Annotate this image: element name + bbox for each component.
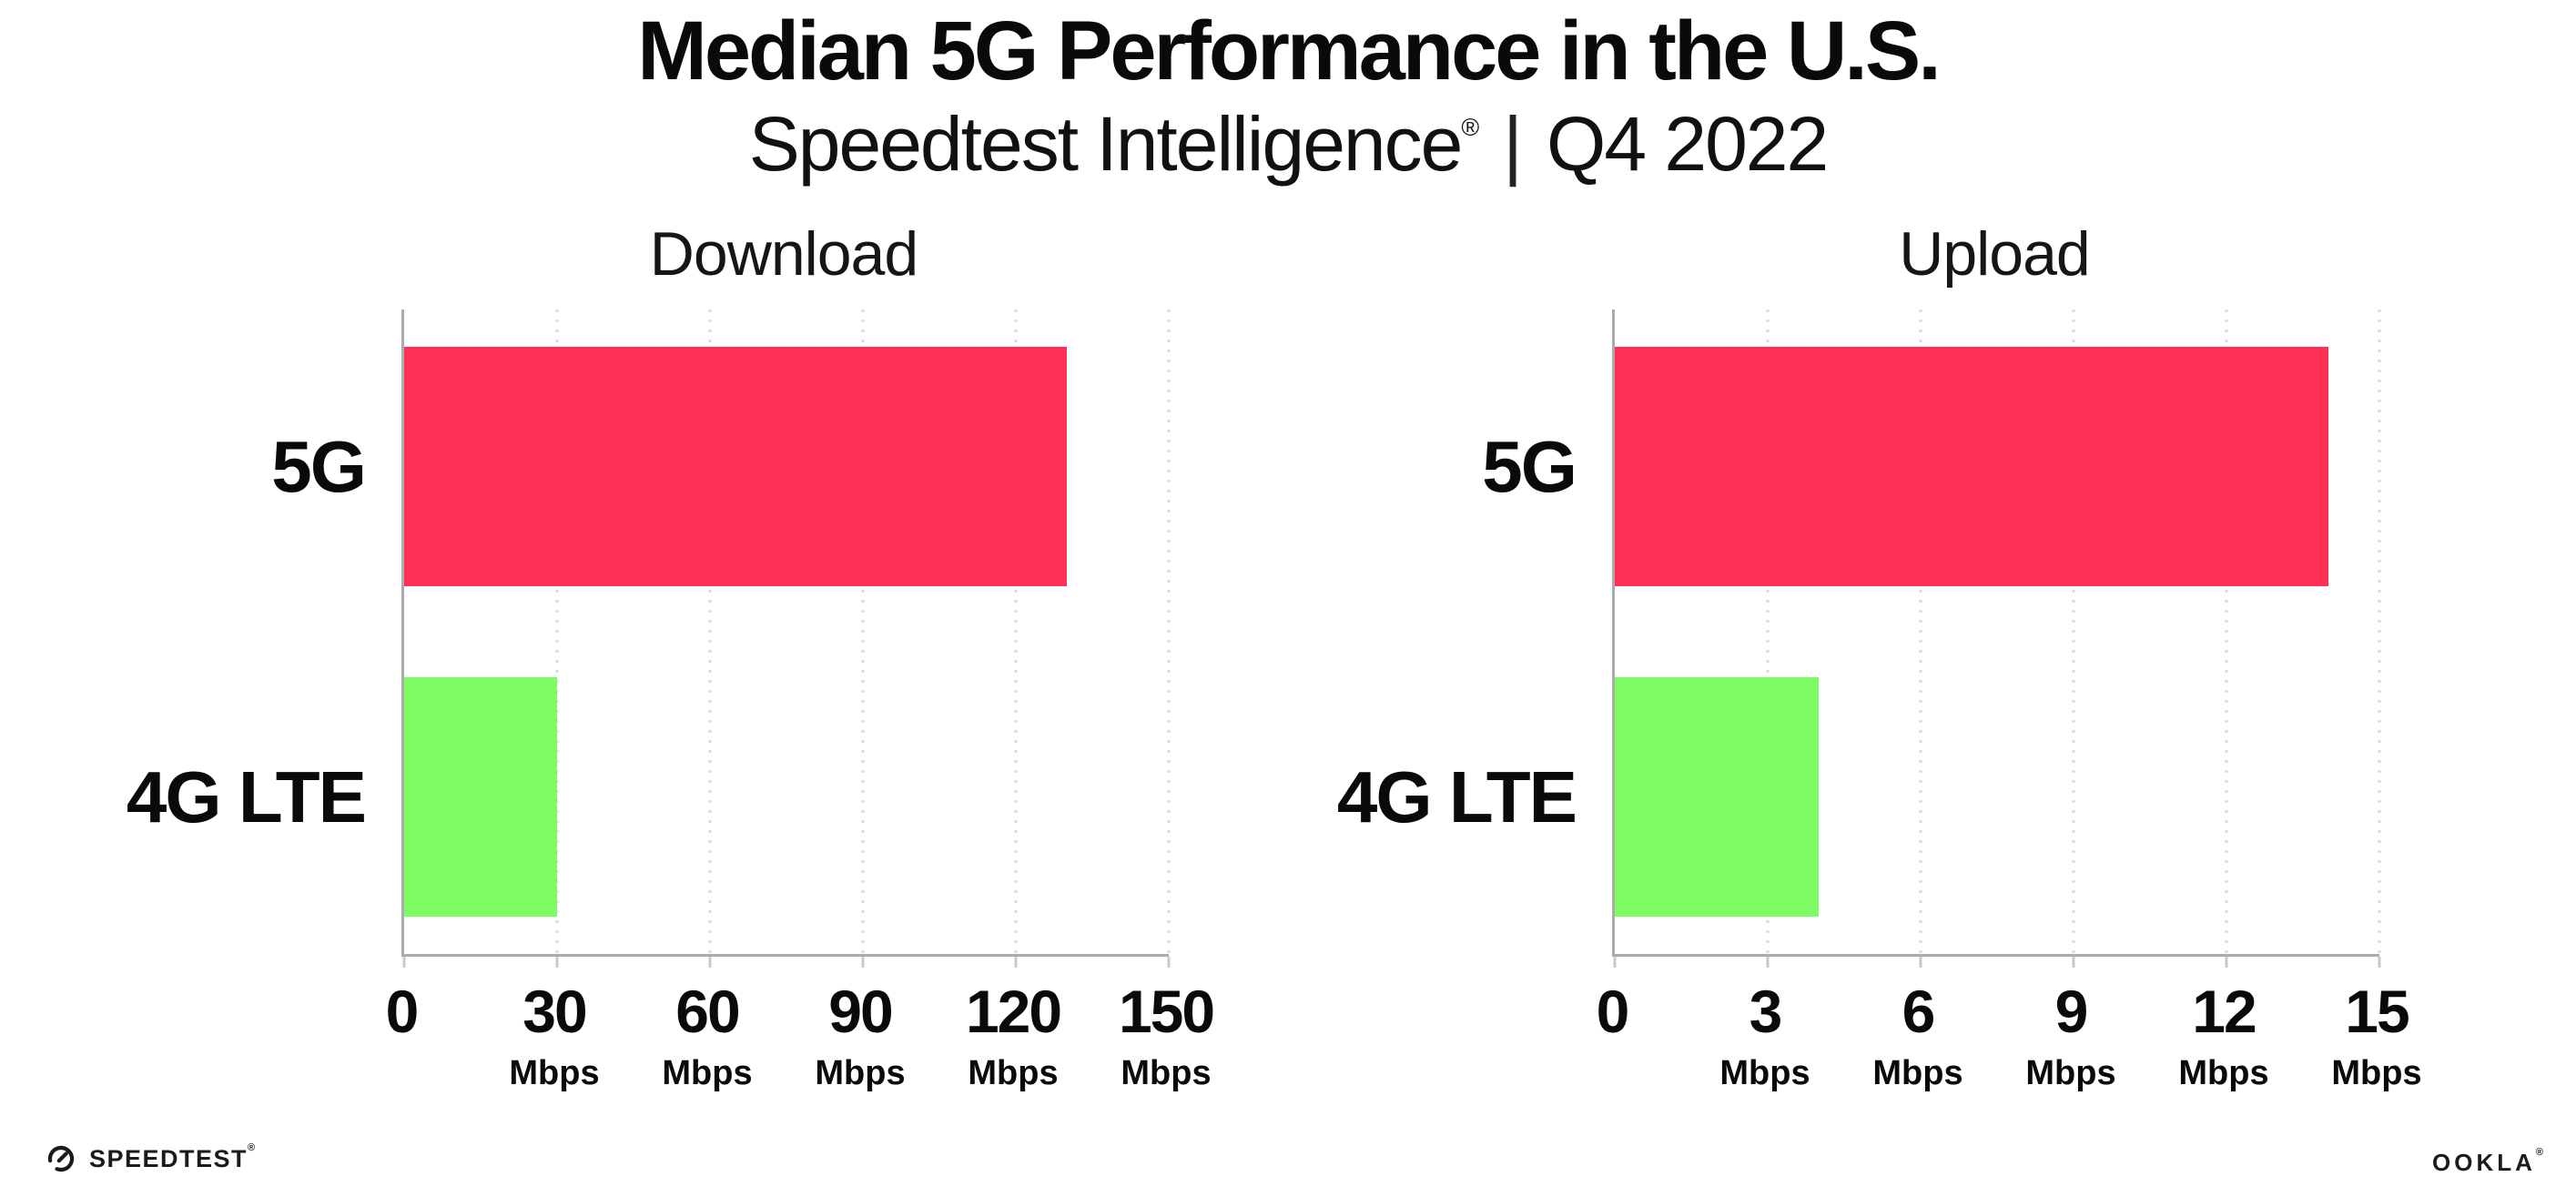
axis-tick (708, 957, 712, 968)
upload-chart-title: Upload (1899, 219, 2091, 289)
ookla-logo: OOKLA® (2432, 1146, 2547, 1177)
tick-value: 0 (1596, 978, 1630, 1045)
x-tick-label: 9 Mbps (2025, 981, 2115, 1090)
axis-tick (402, 957, 406, 968)
tick-value: 0 (385, 978, 420, 1045)
gridline (1919, 309, 1922, 954)
tick-value: 90 (828, 978, 893, 1045)
tick-unit: Mbps (1121, 1054, 1212, 1092)
speedtest-wordmark: SPEEDTEST® (89, 1141, 257, 1172)
ookla-wordmark: OOKLA (2432, 1149, 2536, 1176)
tick-unit: Mbps (1872, 1054, 1963, 1092)
upload-chart: Upload 5G 4G LTE 0 3 Mbps (1337, 218, 2422, 1092)
tick-value: 9 (2054, 978, 2089, 1045)
upload-5g-bar (1615, 347, 2328, 586)
download-chart-title: Download (649, 219, 918, 289)
upload-plot-area (1612, 309, 2381, 968)
x-tick-label: 3 Mbps (1719, 981, 1810, 1090)
tick-value: 12 (2192, 978, 2257, 1045)
download-5g-bar (404, 347, 1067, 586)
gridline (1167, 309, 1171, 954)
speedtest-gauge-icon (46, 1143, 76, 1174)
x-tick-label: 30 Mbps (509, 981, 599, 1090)
upload-4g-lte-bar (1615, 677, 1819, 917)
download-4g-lte-bar (404, 677, 557, 917)
category-label-5g: 5G (271, 426, 367, 507)
tick-unit: Mbps (1719, 1054, 1810, 1092)
axis-tick (1167, 957, 1171, 968)
x-tick-label: 6 Mbps (1872, 981, 1962, 1090)
category-label-5g: 5G (1482, 426, 1577, 507)
axis-tick (1014, 957, 1018, 968)
tick-unit: Mbps (509, 1054, 600, 1092)
category-label-4g-lte: 4G LTE (1336, 756, 1577, 837)
gridline (861, 309, 865, 954)
axis-tick (2072, 957, 2075, 968)
gridline (2225, 309, 2228, 954)
tick-value: 60 (675, 978, 740, 1045)
figure-subtitle: Speedtest Intelligence® | Q4 2022 (0, 100, 2576, 188)
x-tick-label: 150 Mbps (1118, 978, 1215, 1092)
registered-mark: ® (2535, 1146, 2547, 1158)
gridline (555, 309, 559, 954)
figure-title: Median 5G Performance in the U.S. (637, 5, 1942, 97)
download-chart: Download 5G 4G LTE 0 30 Mbps (127, 218, 1215, 1092)
tick-unit: Mbps (2178, 1054, 2269, 1092)
x-tick-label: 0 (1596, 978, 1630, 1045)
axis-tick (1919, 957, 1922, 968)
x-tick-label: 120 Mbps (965, 978, 1062, 1092)
tick-unit: Mbps (815, 1054, 906, 1092)
axis-tick (2225, 957, 2228, 968)
tick-unit: Mbps (968, 1054, 1059, 1092)
subtitle-period: Q4 2022 (1546, 101, 1829, 187)
tick-value: 6 (1902, 978, 1936, 1045)
x-tick-label: 15 Mbps (2331, 981, 2421, 1090)
tick-value: 150 (1118, 978, 1215, 1045)
axis-tick (861, 957, 865, 968)
speedtest-logo: SPEEDTEST® (46, 1141, 257, 1174)
axis-tick (1613, 957, 1617, 968)
x-tick-label: 90 Mbps (815, 981, 905, 1090)
category-label-4g-lte: 4G LTE (126, 756, 367, 837)
registered-mark: ® (1461, 113, 1479, 141)
x-tick-label: 0 (385, 978, 420, 1045)
upload-x-axis-labels: 0 3 Mbps 6 Mbps 9 Mbps 12 Mbps 15 Mbps (1597, 981, 2422, 1092)
x-tick-label: 12 Mbps (2178, 981, 2268, 1090)
subtitle-separator: | (1503, 101, 1523, 187)
gridline (2378, 309, 2381, 954)
gridline (2072, 309, 2075, 954)
tick-value: 30 (522, 978, 587, 1045)
axis-tick (1766, 957, 1770, 968)
tick-value: 3 (1749, 978, 1783, 1045)
download-plot-area (401, 309, 1171, 968)
tick-value: 15 (2345, 978, 2409, 1045)
axis-tick (555, 957, 559, 968)
gridline (1014, 309, 1018, 954)
registered-mark: ® (248, 1141, 257, 1153)
subtitle-brand: Speedtest Intelligence (748, 101, 1464, 187)
download-x-axis-labels: 0 30 Mbps 60 Mbps 90 Mbps 120 Mbps 150 M… (386, 978, 1215, 1092)
axis-tick (2378, 957, 2381, 968)
tick-unit: Mbps (2025, 1054, 2116, 1092)
gridline (708, 309, 712, 954)
tick-unit: Mbps (662, 1054, 753, 1092)
tick-unit: Mbps (2331, 1054, 2422, 1092)
tick-value: 120 (965, 978, 1062, 1045)
x-tick-label: 60 Mbps (662, 981, 752, 1090)
gridline (1766, 309, 1770, 954)
